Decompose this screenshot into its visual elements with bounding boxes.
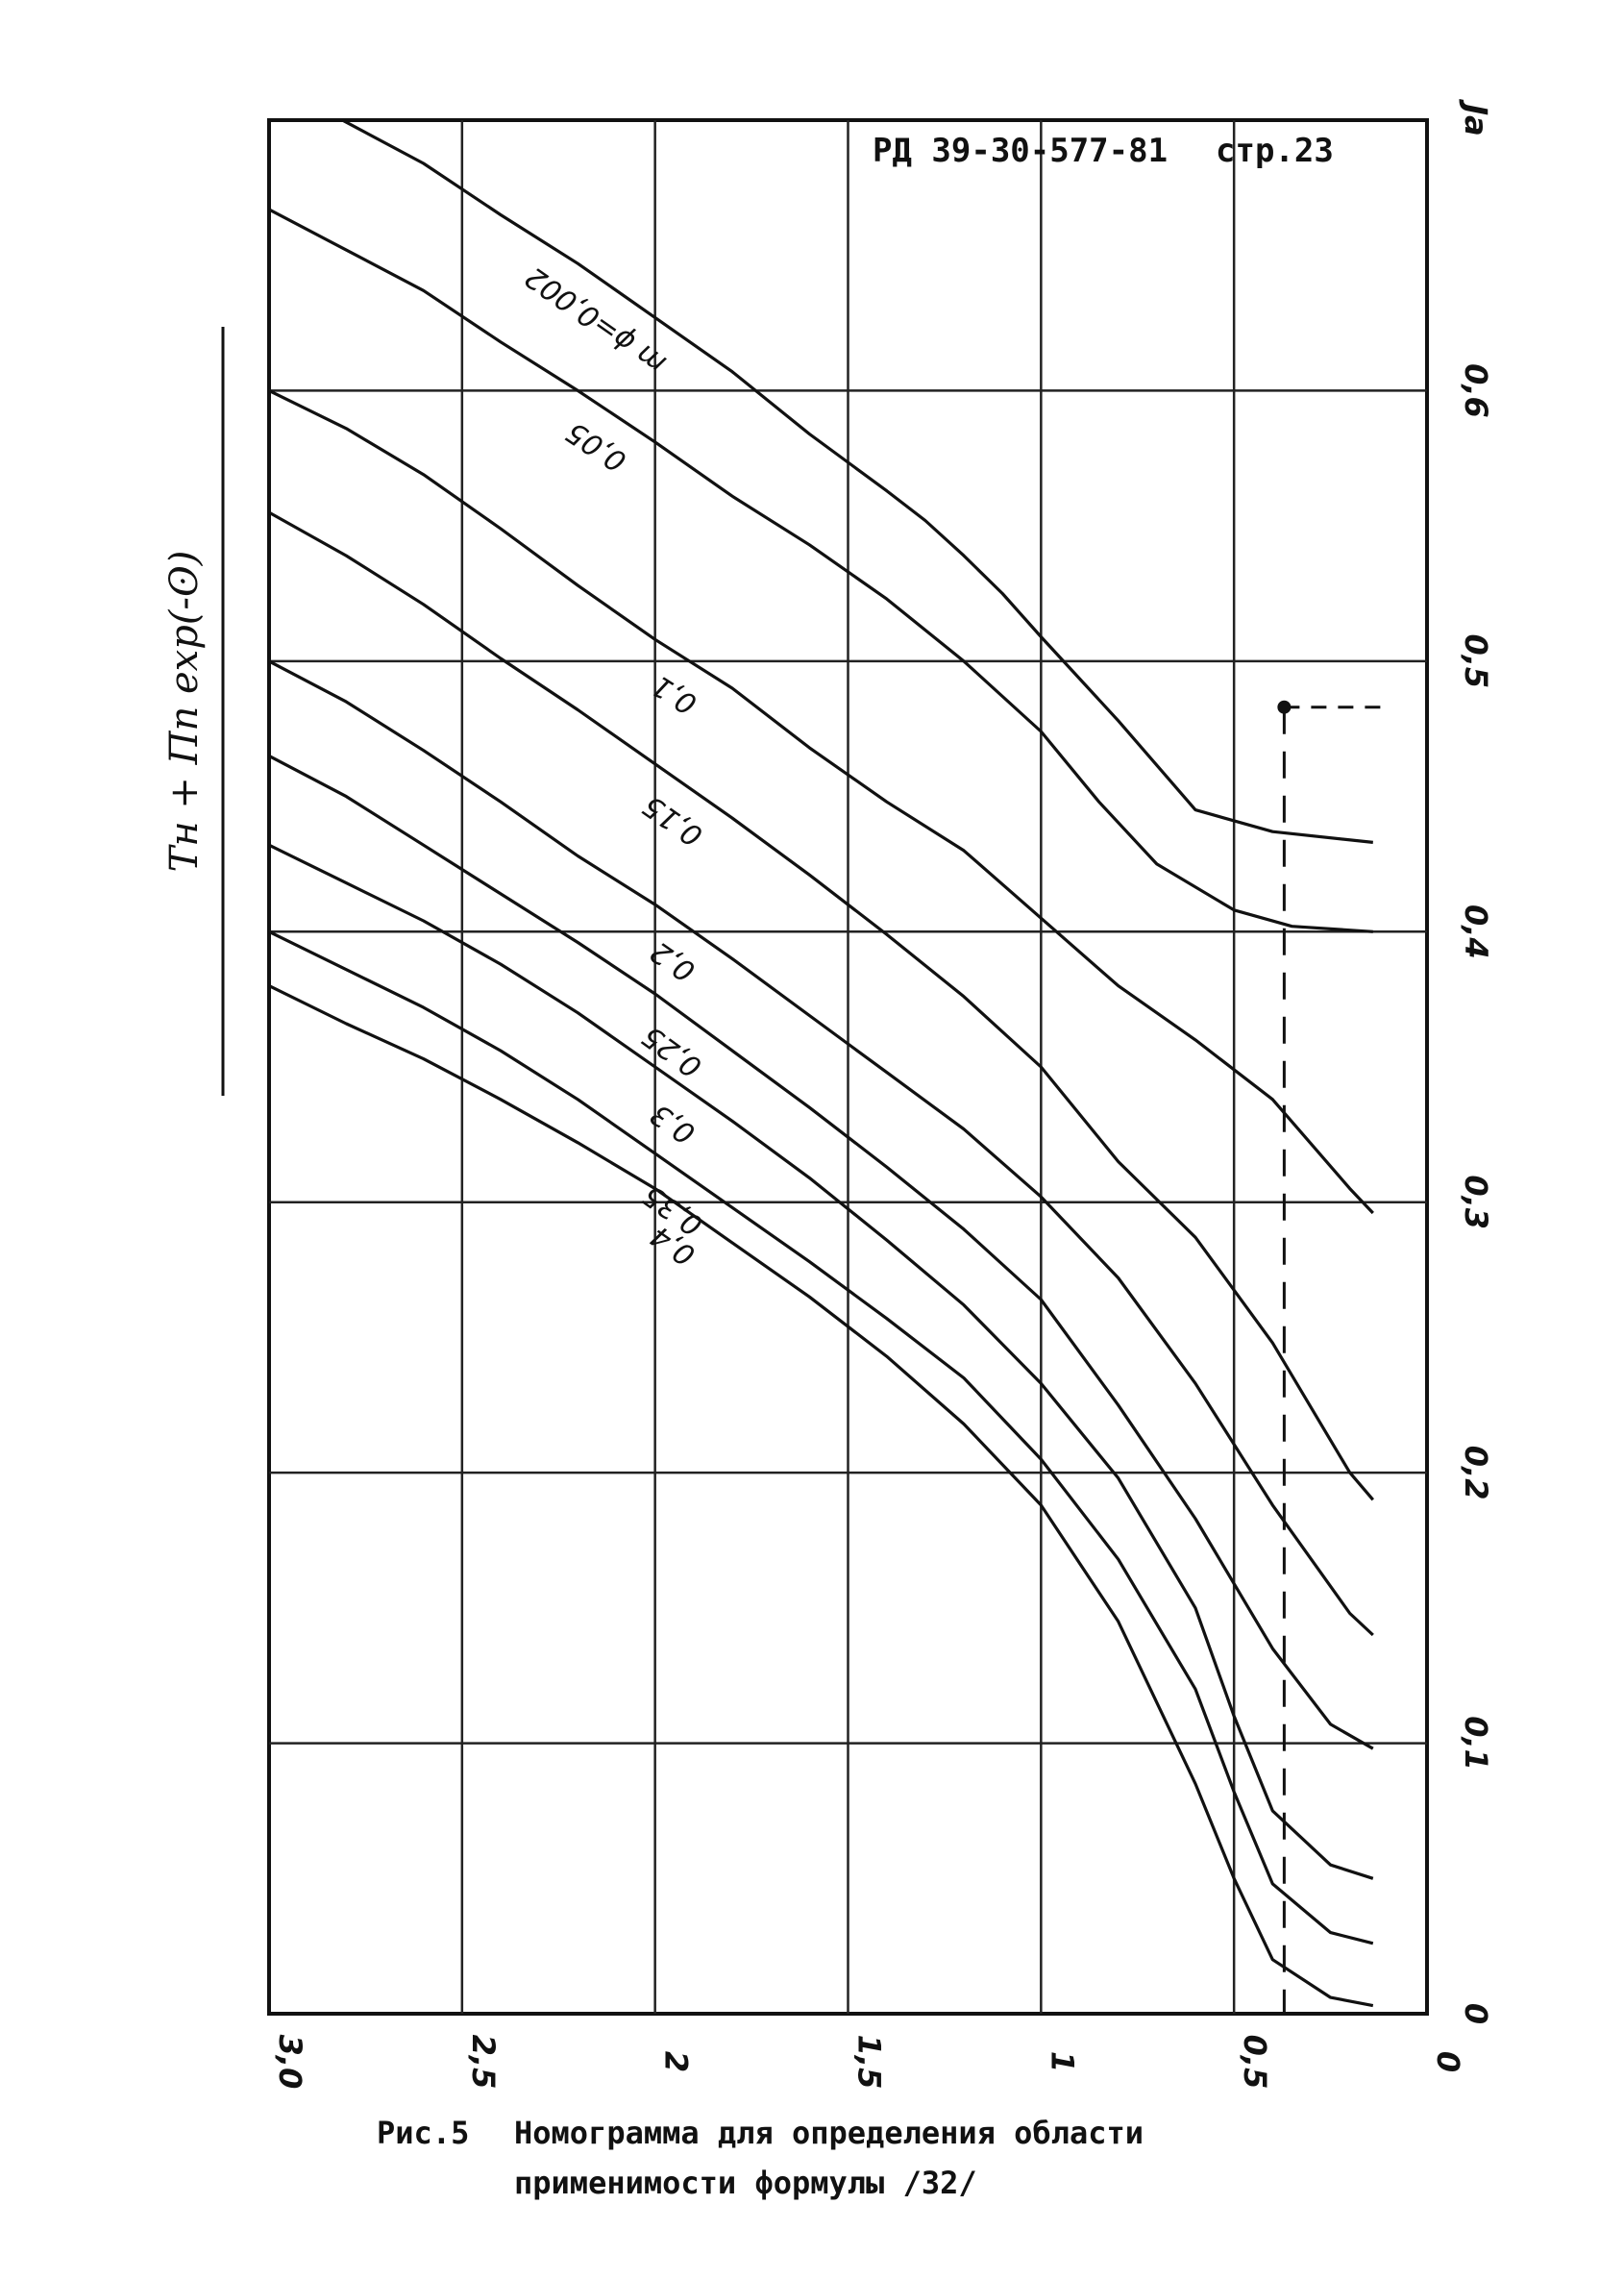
x-tick-label: 3,0	[272, 2035, 308, 2090]
series-label: 0,2	[645, 934, 701, 988]
y-tick-label: 0,5	[1458, 634, 1494, 689]
y-tick-label: 0,1	[1458, 1716, 1494, 1771]
y-tick-label: 0	[1458, 2003, 1494, 2024]
series-label: 0,15	[637, 788, 709, 853]
x-tick-label: 1,5	[851, 2035, 888, 2090]
page-number-label: стр.23	[1216, 132, 1334, 170]
series-curve	[268, 659, 1374, 1637]
x-tick-label: 2,5	[465, 2035, 502, 2090]
series-curve	[268, 388, 1374, 1215]
series-curve	[268, 510, 1375, 1501]
series-curve	[341, 118, 1373, 844]
x-tick-label: 0,5	[1237, 2035, 1273, 2090]
series-curve	[268, 929, 1374, 1945]
caption-line-1: Номограмма для определения области	[514, 2115, 1144, 2151]
series-layer	[268, 118, 1381, 2014]
y-tick-label: 0,4	[1458, 904, 1494, 959]
x-tick-label: 0	[1430, 2051, 1466, 2072]
y-tick-label: Ja	[1458, 98, 1494, 136]
series-label: 0,25	[636, 1019, 708, 1084]
series-curve	[268, 754, 1374, 1750]
x-tick-label: 1	[1044, 2051, 1080, 2072]
series-curve	[268, 984, 1374, 2008]
series-curve	[268, 843, 1374, 1880]
series-curve	[268, 208, 1373, 933]
caption-line-2: применимости формулы /32/	[514, 2165, 977, 2201]
y-tick-label: 0,2	[1458, 1446, 1494, 1500]
y-tick-label: 0,3	[1458, 1175, 1494, 1229]
series-label: 0,3	[645, 1097, 701, 1151]
left-axis-title: Tн + Πn exp(-ʘ)	[162, 551, 207, 873]
x-tick-label: 2	[658, 2051, 695, 2072]
figure-label: Рис.5	[377, 2115, 469, 2151]
reference-point-marker	[1277, 700, 1292, 714]
y-tick-label: 0,6	[1458, 363, 1494, 418]
grid-layer	[267, 118, 1429, 2016]
document-reference: РД 39-30-577-81	[873, 132, 1168, 170]
series-label: 0,05	[560, 414, 632, 478]
